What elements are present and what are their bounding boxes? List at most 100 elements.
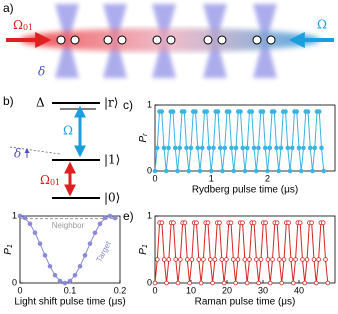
data-point <box>196 257 202 262</box>
panel-label: b) <box>3 94 14 108</box>
data-point <box>188 145 194 151</box>
data-point <box>278 145 284 151</box>
data-point <box>159 220 165 226</box>
data-point <box>298 168 304 174</box>
data-point <box>175 168 180 174</box>
y-tick-label: 0 <box>147 165 152 175</box>
series-line <box>154 222 329 284</box>
data-point <box>294 109 300 114</box>
data-point <box>17 213 23 219</box>
data-point <box>247 257 252 262</box>
x-tick-label: 0 <box>152 285 157 295</box>
x-tick-label: 20 <box>222 285 232 295</box>
data-point <box>77 263 83 269</box>
data-point <box>208 168 214 174</box>
data-point <box>263 220 268 226</box>
data-point <box>265 257 271 262</box>
data-point <box>290 280 296 286</box>
y-tick-label: 1 <box>147 99 152 109</box>
atoms <box>56 35 276 45</box>
data-point <box>267 280 273 286</box>
data-point <box>313 280 319 286</box>
data-point <box>97 221 103 227</box>
data-point <box>219 257 225 262</box>
y-tick-label: 0 <box>147 277 152 287</box>
series-label: Target <box>94 239 113 264</box>
data-point <box>277 257 282 262</box>
data-point <box>57 278 63 284</box>
data-point <box>52 272 58 278</box>
data-point <box>199 145 205 151</box>
y-axis-symbol: P <box>138 136 149 143</box>
x-tick-label: 2 <box>265 173 270 183</box>
y-tick-label: 0 <box>12 277 17 287</box>
data-point <box>182 220 188 226</box>
data-point <box>256 280 261 286</box>
panel-label: c) <box>123 98 133 112</box>
data-point <box>231 168 237 174</box>
data-point <box>283 109 288 114</box>
data-point <box>301 145 306 151</box>
data-point <box>163 168 169 174</box>
data-point <box>184 145 189 151</box>
x-tick-label: 0 <box>17 285 22 295</box>
data-point <box>155 257 160 262</box>
data-point <box>271 109 277 114</box>
detuning: Δ <box>36 96 45 110</box>
data-point <box>307 145 313 151</box>
data-point <box>286 220 291 226</box>
data-point <box>217 220 222 226</box>
data-point <box>302 280 308 286</box>
state: |0⟩ <box>104 191 120 205</box>
data-point <box>274 145 279 151</box>
data-point <box>258 257 264 262</box>
x-tick-label: 10 <box>186 285 196 295</box>
data-point <box>195 145 201 151</box>
x-axis-label: Rydberg pulse time (μs) <box>192 185 298 196</box>
data-point <box>316 257 321 262</box>
data-point <box>210 280 215 286</box>
data-point <box>251 220 257 226</box>
data-point <box>316 109 322 114</box>
data-point <box>201 257 206 262</box>
data-point <box>244 145 250 151</box>
data-point <box>228 220 234 226</box>
data-point <box>164 280 169 286</box>
data-point <box>309 220 314 226</box>
x-axis-label: Raman pulse time (μs) <box>195 297 296 308</box>
y-axis-subscript: r <box>142 133 149 136</box>
data-point <box>198 280 204 286</box>
data-point <box>194 220 199 226</box>
data-point <box>207 257 213 262</box>
delta-label: δ <box>38 65 45 79</box>
data-point <box>72 272 78 278</box>
data-point <box>181 109 187 114</box>
data-point <box>296 145 302 151</box>
data-point <box>197 168 203 174</box>
data-point <box>187 280 192 286</box>
data-point <box>325 280 331 286</box>
data-point <box>42 253 48 258</box>
panel-label: a) <box>3 1 14 15</box>
data-point <box>222 145 228 151</box>
data-point <box>154 145 160 151</box>
y-tick-label: 1 <box>147 210 152 220</box>
data-point <box>112 215 118 221</box>
data-point <box>242 257 248 262</box>
data-point <box>32 230 38 236</box>
y-axis-label: Pr <box>138 133 149 143</box>
data-point <box>87 241 93 246</box>
data-point <box>178 257 183 262</box>
data-point <box>233 280 238 286</box>
y-axis-label: P1 <box>3 244 14 255</box>
data-point <box>212 257 218 262</box>
data-point <box>206 145 212 151</box>
data-point <box>254 257 259 262</box>
data-point <box>260 109 266 114</box>
data-point <box>224 257 229 262</box>
data-point <box>233 145 239 151</box>
data-point <box>267 145 273 151</box>
data-point <box>189 257 195 262</box>
data-point <box>305 109 311 114</box>
data-point <box>249 109 255 114</box>
